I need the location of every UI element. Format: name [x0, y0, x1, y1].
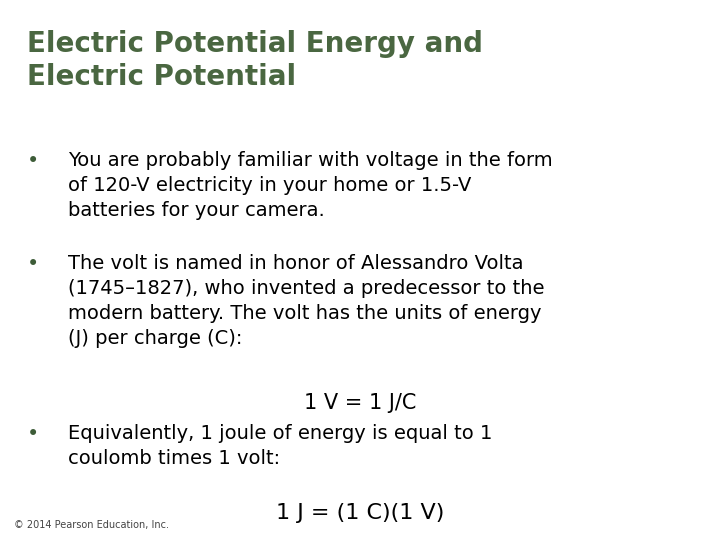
- Text: •: •: [27, 424, 40, 444]
- Text: 1 J = (1 C)(1 V): 1 J = (1 C)(1 V): [276, 503, 444, 523]
- Text: •: •: [27, 254, 40, 274]
- Text: •: •: [27, 151, 40, 171]
- Text: Electric Potential Energy and
Electric Potential: Electric Potential Energy and Electric P…: [27, 30, 483, 91]
- Text: The volt is named in honor of Alessandro Volta
(1745–1827), who invented a prede: The volt is named in honor of Alessandro…: [68, 254, 545, 348]
- Text: © 2014 Pearson Education, Inc.: © 2014 Pearson Education, Inc.: [14, 520, 169, 530]
- Text: 1 V = 1 J/C: 1 V = 1 J/C: [304, 393, 416, 413]
- Text: Equivalently, 1 joule of energy is equal to 1
coulomb times 1 volt:: Equivalently, 1 joule of energy is equal…: [68, 424, 492, 468]
- Text: You are probably familiar with voltage in the form
of 120-V electricity in your : You are probably familiar with voltage i…: [68, 151, 553, 220]
